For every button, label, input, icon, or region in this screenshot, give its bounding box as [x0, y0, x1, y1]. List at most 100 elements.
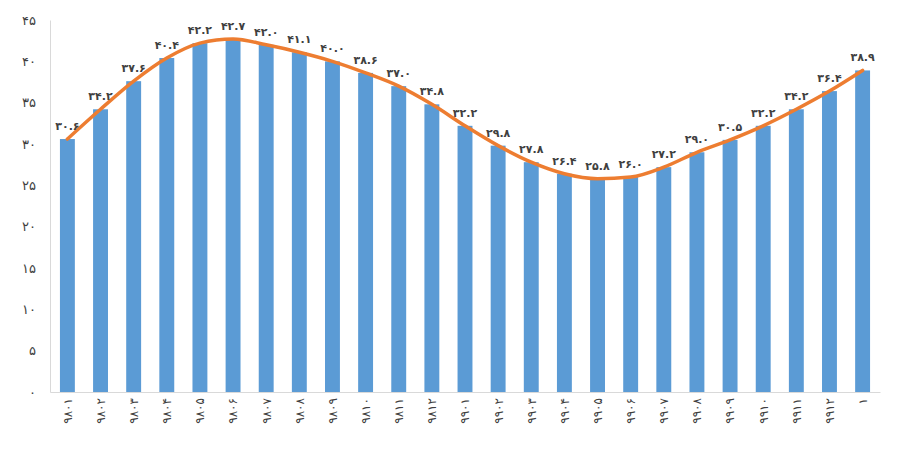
- x-tick: ۹۸۰۴: [160, 392, 174, 424]
- x-tick: ۹۹۱۱: [790, 392, 804, 424]
- y-tick: ۴۵: [22, 13, 50, 28]
- bar: [60, 139, 75, 392]
- bar: [325, 61, 340, 392]
- x-tick-label: ۹۹۰۹: [723, 398, 737, 424]
- y-tick: ۲۵: [22, 178, 50, 193]
- x-tick-label: ۹۹۰۳: [525, 397, 539, 423]
- data-label: ۴۲.۷: [221, 20, 246, 33]
- x-tick-label: ۹۹۱۰: [757, 398, 771, 424]
- bar: [689, 152, 704, 392]
- bar: [226, 39, 241, 392]
- data-label: ۳۷.۶: [121, 62, 145, 75]
- bar: [723, 140, 738, 392]
- data-label: ۴۱.۱: [287, 33, 311, 46]
- bar: [424, 104, 439, 392]
- bar-series: [60, 39, 870, 392]
- x-tick: ۹۸۰۲: [94, 392, 108, 424]
- x-tick: ۹۸۰۱: [61, 392, 75, 424]
- x-tick-label: ۹۹۱۲: [823, 398, 837, 424]
- chart: ۰۵۱۰۱۵۲۰۲۵۳۰۳۵۴۰۴۵۹۸۰۱۹۸۰۲۹۸۰۳۹۸۰۴۹۸۰۵۹۸…: [0, 0, 900, 459]
- data-label: ۳۷.۰: [387, 67, 411, 80]
- line: [67, 39, 862, 179]
- x-tick-label: ۹۸۱۰: [359, 398, 373, 424]
- bar: [491, 146, 506, 392]
- x-tick-label: ۹۸۱۱: [392, 398, 406, 424]
- x-tick: ۱: [856, 392, 870, 404]
- data-labels: ۳۰.۶۳۴.۲۳۷.۶۴۰.۴۴۲.۲۴۲.۷۴۲.۰۴۱.۱۴۰.۰۳۸.۶…: [55, 20, 875, 173]
- y-tick-label: ۴۵: [22, 13, 36, 28]
- bar: [822, 91, 837, 392]
- x-tick-label: ۹۸۰۷: [260, 397, 274, 423]
- data-label: ۳۴.۲: [88, 90, 113, 103]
- data-label: ۴۲.۲: [188, 24, 213, 37]
- x-tick: ۹۸۱۱: [392, 392, 406, 424]
- data-label: ۲۹.۰: [685, 133, 709, 146]
- y-tick-label: ۱۵: [22, 261, 36, 276]
- y-tick-label: ۲۰: [22, 219, 36, 234]
- bar: [159, 58, 174, 392]
- x-tick-label: ۱: [856, 398, 870, 404]
- data-label: ۲۵.۸: [585, 160, 610, 173]
- marks: [60, 39, 870, 392]
- y-tick-label: ۲۵: [22, 178, 36, 193]
- x-tick-label: ۹۸۱۲: [425, 398, 439, 424]
- x-tick: ۹۹۰۳: [525, 392, 539, 424]
- data-label: ۳۴.۲: [784, 90, 809, 103]
- x-tick: ۹۸۱۰: [359, 392, 373, 424]
- x-tick-label: ۹۹۰۴: [558, 398, 572, 424]
- x-tick: ۹۹۰۷: [657, 392, 671, 424]
- x-tick-label: ۹۸۰۳: [127, 397, 141, 423]
- y-axis-line: [50, 21, 51, 393]
- bar: [458, 126, 473, 392]
- x-tick-label: ۹۹۰۸: [690, 397, 704, 423]
- bar: [524, 162, 539, 392]
- x-tick: ۹۹۰۶: [624, 392, 638, 424]
- x-tick: ۹۹۰۸: [690, 392, 704, 424]
- data-label: ۳۲.۲: [453, 107, 478, 120]
- x-tick: ۹۸۰۹: [326, 392, 340, 424]
- x-tick: ۹۹۱۰: [757, 392, 771, 424]
- y-tick: ۰: [29, 385, 50, 400]
- bar: [557, 174, 572, 392]
- x-tick-label: ۹۸۰۲: [94, 398, 108, 424]
- x-axis: ۹۸۰۱۹۸۰۲۹۸۰۳۹۸۰۴۹۸۰۵۹۸۰۶۹۸۰۷۹۸۰۸۹۸۰۹۹۸۱۰…: [51, 392, 881, 424]
- data-label: ۴۰.۰: [320, 42, 344, 55]
- bar: [358, 73, 373, 392]
- y-tick-label: ۰: [29, 385, 36, 400]
- data-label: ۳۲.۲: [751, 107, 776, 120]
- bar: [292, 52, 307, 392]
- data-label: ۳۸.۶: [353, 54, 377, 67]
- y-tick: ۵: [29, 343, 50, 358]
- x-tick: ۹۸۰۳: [127, 392, 141, 424]
- y-tick: ۱۵: [22, 261, 50, 276]
- bar: [93, 109, 108, 392]
- data-label: ۳۰.۵: [718, 121, 743, 134]
- x-tick-label: ۹۸۰۱: [61, 398, 75, 424]
- x-axis-line: [51, 392, 881, 393]
- plot: ۰۵۱۰۱۵۲۰۲۵۳۰۳۵۴۰۴۵۹۸۰۱۹۸۰۲۹۸۰۳۹۸۰۴۹۸۰۵۹۸…: [22, 13, 880, 424]
- data-label: ۳۶.۴: [817, 72, 842, 85]
- data-label: ۲۷.۲: [652, 148, 677, 161]
- y-tick: ۳۵: [22, 95, 50, 110]
- data-label: ۲۹.۸: [486, 127, 511, 140]
- data-label: ۲۶.۰: [619, 158, 643, 171]
- data-label: ۳۴.۸: [420, 85, 445, 98]
- data-label: ۲۷.۸: [519, 143, 544, 156]
- y-tick: ۲۰: [22, 219, 50, 234]
- x-tick: ۹۸۰۷: [260, 392, 274, 424]
- data-label: ۳۸.۹: [850, 51, 875, 64]
- x-tick-label: ۹۹۰۷: [657, 397, 671, 423]
- x-tick-label: ۹۸۰۶: [226, 398, 240, 424]
- x-tick: ۹۸۰۶: [226, 392, 240, 424]
- y-axis: ۰ ۵ ۱۰ ۱۵ ۲۰ ۲۵ ۳۰ ۳۵ ۴۰ ۴۵: [22, 13, 50, 400]
- data-label: ۴۰.۴: [155, 39, 180, 52]
- x-tick: ۹۸۱۲: [425, 392, 439, 424]
- y-tick: ۱۰: [22, 302, 50, 317]
- x-tick: ۹۹۱۲: [823, 392, 837, 424]
- bar: [590, 179, 605, 392]
- data-label: ۴۲.۰: [254, 26, 278, 39]
- y-tick-label: ۳۰: [22, 137, 36, 152]
- bar: [855, 70, 870, 392]
- y-tick-label: ۵: [29, 343, 36, 358]
- y-tick-label: ۴۰: [22, 54, 36, 69]
